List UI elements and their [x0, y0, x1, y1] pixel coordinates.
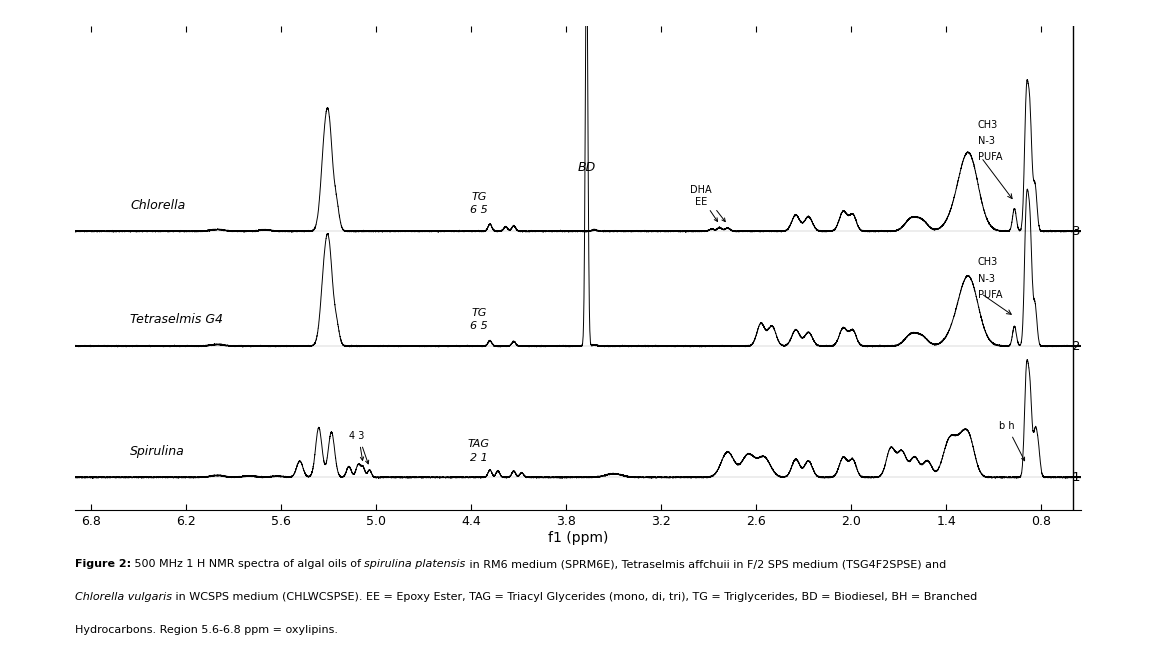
Text: N-3: N-3 — [978, 136, 995, 146]
Text: BD: BD — [577, 161, 596, 174]
Text: Chlorella vulgaris: Chlorella vulgaris — [75, 592, 171, 602]
Text: -2: -2 — [1068, 339, 1081, 353]
Text: 500 MHz 1 H NMR spectra of algal oils of: 500 MHz 1 H NMR spectra of algal oils of — [131, 559, 365, 569]
Text: PUFA: PUFA — [978, 290, 1003, 300]
Text: in RM6 medium (SPRM6E), Tetraselmis affchuii in F/2 SPS medium (TSG4F2SPSE) and: in RM6 medium (SPRM6E), Tetraselmis affc… — [466, 559, 946, 569]
Text: Hydrocarbons. Region 5.6-6.8 ppm = oxylipins.: Hydrocarbons. Region 5.6-6.8 ppm = oxyli… — [75, 625, 338, 634]
Text: N-3: N-3 — [978, 274, 995, 284]
Text: -3: -3 — [1068, 225, 1081, 237]
Text: Spirulina: Spirulina — [130, 445, 185, 458]
Text: Chlorella: Chlorella — [130, 199, 185, 211]
Text: 2 1: 2 1 — [470, 453, 488, 462]
Text: TAG: TAG — [468, 439, 490, 449]
Text: EE: EE — [695, 197, 707, 207]
Text: Tetraselmis G4: Tetraselmis G4 — [130, 313, 223, 326]
Text: b h: b h — [998, 421, 1014, 432]
Text: CH3: CH3 — [978, 257, 998, 267]
Text: TG: TG — [472, 308, 486, 318]
Text: DHA: DHA — [690, 185, 712, 195]
Text: TG: TG — [472, 192, 486, 201]
Text: -1: -1 — [1068, 471, 1081, 484]
Text: in WCSPS medium (CHLWCSPSE). EE = Epoxy Ester, TAG = Triacyl Glycerides (mono, d: in WCSPS medium (CHLWCSPSE). EE = Epoxy … — [171, 592, 978, 602]
Text: 4 3: 4 3 — [350, 431, 365, 441]
Text: 6 5: 6 5 — [470, 321, 488, 332]
Text: spirulina platensis: spirulina platensis — [365, 559, 466, 569]
Text: Figure 2:: Figure 2: — [75, 559, 131, 569]
Text: PUFA: PUFA — [978, 152, 1003, 162]
Text: CH3: CH3 — [978, 120, 998, 129]
Text: 6 5: 6 5 — [470, 205, 488, 215]
X-axis label: f1 (ppm): f1 (ppm) — [547, 531, 608, 545]
